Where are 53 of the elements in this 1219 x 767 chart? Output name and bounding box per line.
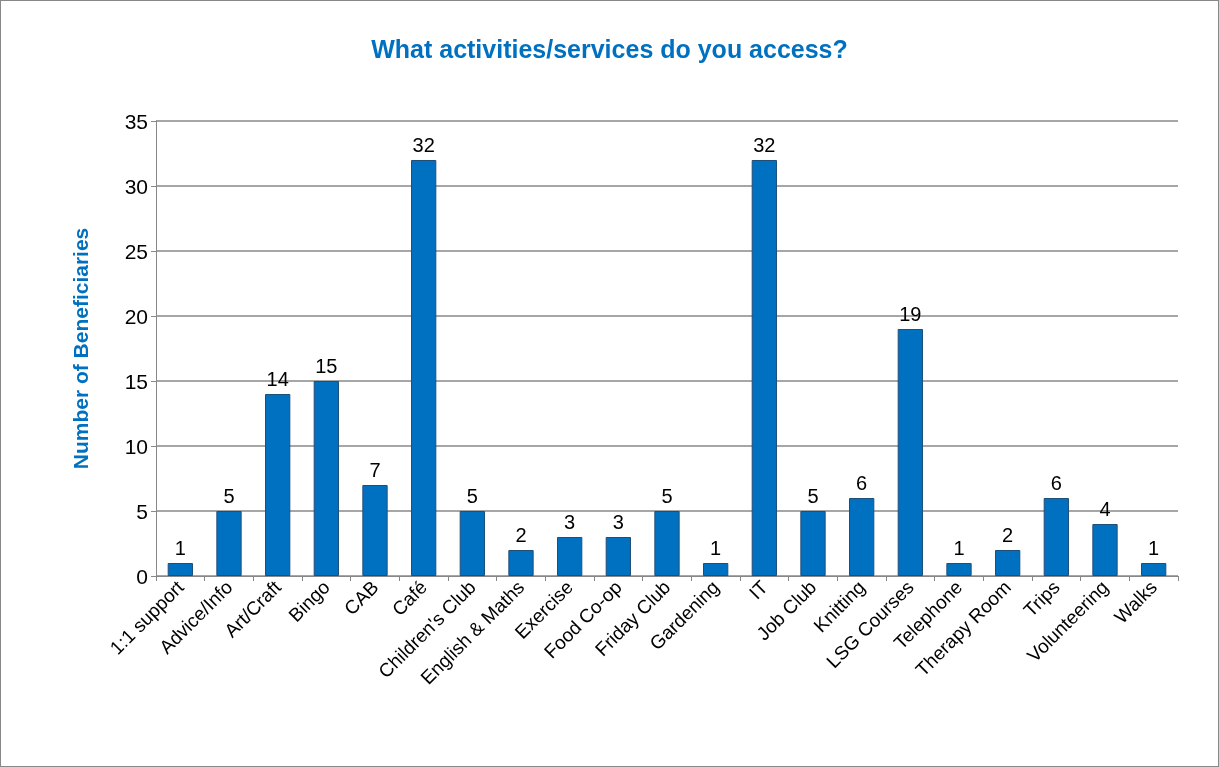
- data-label: 1: [174, 537, 186, 559]
- y-tick-label: 20: [124, 304, 148, 328]
- data-label: 15: [315, 355, 338, 377]
- bar: [1141, 563, 1167, 576]
- bar: [897, 329, 923, 576]
- data-label: 6: [1050, 472, 1062, 494]
- data-label: 14: [266, 368, 289, 390]
- y-tick-label: 15: [124, 369, 148, 393]
- bar: [362, 485, 388, 576]
- bar: [459, 511, 485, 576]
- bar: [751, 160, 777, 576]
- bar: [265, 394, 291, 576]
- bar: [313, 381, 339, 576]
- bar: [849, 498, 875, 576]
- data-label: 2: [515, 524, 527, 546]
- bar: [946, 563, 972, 576]
- bar: [216, 511, 242, 576]
- data-label: 3: [612, 511, 624, 533]
- y-axis-title: Number of Beneficiaries: [69, 227, 92, 470]
- bar: [800, 511, 826, 576]
- data-label: 32: [753, 134, 776, 156]
- chart-title: What activities/services do you access?: [371, 34, 848, 63]
- data-label: 5: [807, 485, 819, 507]
- bar: [1043, 498, 1069, 576]
- bar: [167, 563, 193, 576]
- bar: [605, 537, 631, 576]
- data-label: 19: [899, 303, 922, 325]
- bar: [1092, 524, 1118, 576]
- data-label: 6: [856, 472, 868, 494]
- bar: [654, 511, 680, 576]
- y-tick-label: 35: [124, 109, 148, 133]
- data-label: 5: [466, 485, 478, 507]
- data-label: 3: [564, 511, 576, 533]
- bar: [703, 563, 729, 576]
- bar: [557, 537, 583, 576]
- y-tick-label: 30: [124, 174, 148, 198]
- data-label: 1: [1148, 537, 1160, 559]
- bar: [995, 550, 1021, 576]
- bar: [508, 550, 534, 576]
- data-label: 7: [369, 459, 381, 481]
- data-label: 5: [223, 485, 235, 507]
- data-label: 1: [710, 537, 722, 559]
- x-tick-label: IT: [744, 576, 773, 604]
- data-label: 32: [412, 134, 435, 156]
- data-label: 4: [1099, 498, 1111, 520]
- data-label: 5: [661, 485, 673, 507]
- y-tick-label: 5: [136, 499, 148, 523]
- x-tick-label: CAB: [339, 576, 383, 620]
- y-tick-label: 10: [124, 434, 148, 458]
- data-label: 2: [1002, 524, 1014, 546]
- y-tick-label: 25: [124, 239, 148, 263]
- bar: [411, 160, 437, 576]
- data-label: 1: [953, 537, 965, 559]
